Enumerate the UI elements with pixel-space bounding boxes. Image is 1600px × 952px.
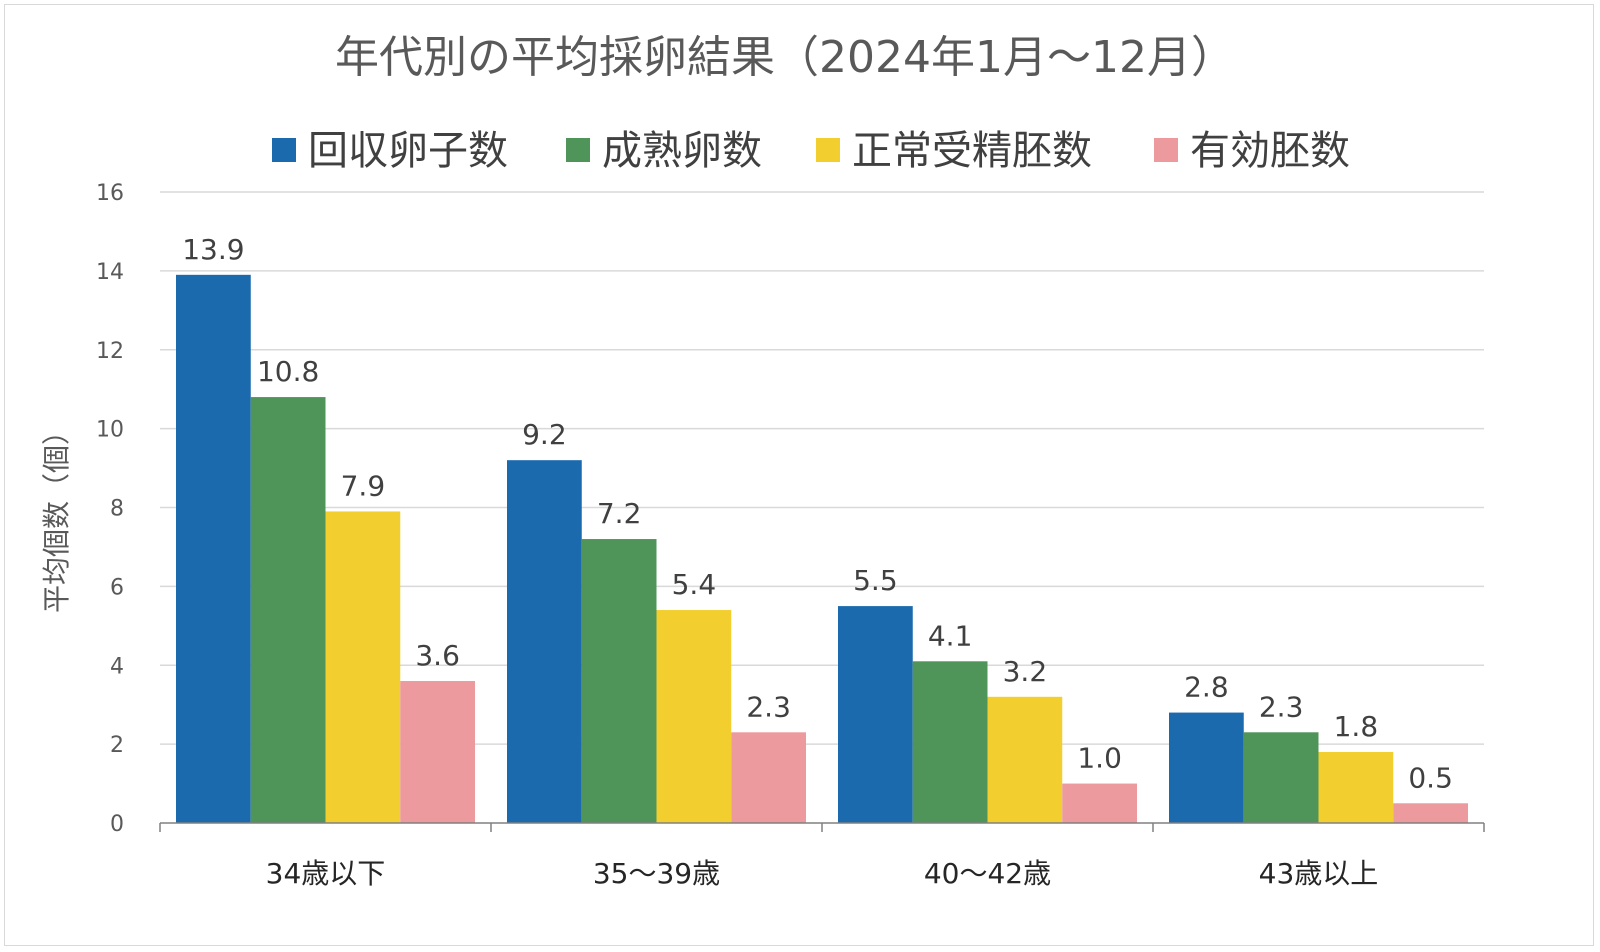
legend-label: 成熟卵数	[602, 128, 762, 174]
y-tick-label: 6	[110, 575, 124, 600]
y-tick-label: 16	[96, 181, 124, 206]
data-label: 2.3	[746, 690, 791, 723]
data-label: 5.5	[853, 564, 898, 597]
x-category-label: 43歳以上	[1259, 857, 1379, 890]
legend-label: 正常受精胚数	[852, 128, 1092, 174]
bars	[176, 274, 1468, 824]
bar	[250, 397, 326, 823]
data-label: 4.1	[928, 619, 973, 652]
data-label: 10.8	[257, 355, 319, 388]
bar	[507, 460, 582, 823]
bar	[1393, 803, 1468, 823]
bar	[731, 732, 806, 823]
bar	[1318, 752, 1394, 823]
x-axis	[159, 822, 1485, 832]
y-tick-label: 2	[110, 733, 124, 758]
data-labels: 13.9 10.8 7.9 3.6 9.2 7.2 5.4 2.3 5.5 4.1 3.2 1.0 2.…	[182, 233, 1453, 794]
y-tick-label: 10	[96, 418, 124, 443]
y-tick-label: 8	[110, 497, 124, 522]
data-label: 1.0	[1077, 742, 1122, 775]
bar	[912, 661, 988, 823]
data-label: 1.8	[1334, 710, 1379, 743]
legend-label: 有効胚数	[1190, 128, 1350, 174]
bar	[1243, 732, 1319, 823]
bar	[325, 511, 401, 823]
y-axis-label: 平均個数（個）	[40, 417, 73, 613]
y-tick-label: 4	[110, 654, 124, 679]
data-label: 9.2	[522, 418, 567, 451]
legend-swatch	[816, 138, 840, 162]
data-label: 13.9	[182, 233, 244, 266]
legend-label: 回収卵子数	[308, 128, 508, 174]
legend-swatch	[1154, 138, 1178, 162]
y-tick-label: 12	[96, 339, 124, 364]
y-tick-label: 0	[110, 812, 124, 837]
data-label: 7.9	[341, 469, 386, 502]
data-label: 2.3	[1259, 690, 1304, 723]
bar	[1062, 783, 1137, 823]
bar	[1169, 712, 1244, 823]
legend-swatch	[566, 138, 590, 162]
x-category-label: 34歳以下	[266, 857, 386, 890]
chart-title: 年代別の平均採卵結果（2024年1月～12月）	[335, 32, 1235, 83]
data-label: 3.6	[415, 639, 460, 672]
legend: 回収卵子数 成熟卵数 正常受精胚数 有効胚数	[272, 128, 1350, 174]
bar	[987, 696, 1063, 823]
data-label: 2.8	[1184, 671, 1229, 704]
y-axis-ticks: 0 2 4 6 8 10 12 14 16	[96, 181, 124, 837]
data-label: 3.2	[1003, 655, 1048, 688]
bar	[656, 610, 732, 823]
legend-swatch	[272, 138, 296, 162]
x-category-label: 40～42歳	[924, 857, 1051, 890]
bar	[838, 606, 913, 823]
data-label: 0.5	[1408, 761, 1453, 794]
data-label: 5.4	[672, 568, 717, 601]
bar	[581, 539, 657, 823]
bar	[400, 681, 475, 823]
data-label: 7.2	[597, 497, 642, 530]
y-tick-label: 14	[96, 260, 124, 285]
x-category-label: 35～39歳	[593, 857, 720, 890]
bar	[176, 274, 251, 824]
x-axis-categories: 34歳以下 35～39歳 40～42歳 43歳以上	[266, 857, 1379, 890]
